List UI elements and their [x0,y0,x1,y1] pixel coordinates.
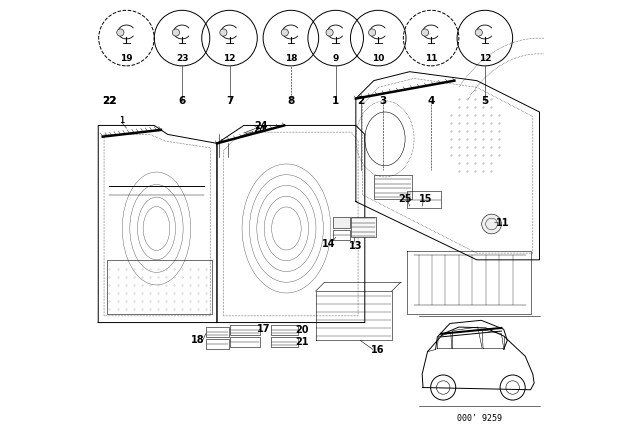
Text: 1: 1 [119,116,125,125]
Text: 24: 24 [254,121,268,131]
Bar [206,327,229,337]
Text: 14: 14 [322,239,336,249]
Text: 11: 11 [496,218,509,228]
Bar [351,217,376,237]
Text: 18: 18 [191,336,205,345]
Text: 15: 15 [419,194,433,204]
Text: 5: 5 [481,96,488,106]
Text: 3: 3 [379,96,387,106]
Text: 17: 17 [257,324,271,334]
Circle shape [421,29,429,36]
Text: 12: 12 [479,54,491,63]
Text: 7: 7 [226,96,233,106]
Text: 1: 1 [332,96,339,106]
Bar [271,337,298,347]
Text: 6: 6 [179,96,186,106]
Bar [230,337,260,347]
Text: 11: 11 [425,54,437,63]
Text: 000' 9259: 000' 9259 [456,414,502,423]
Bar [108,260,212,314]
Text: 2: 2 [358,96,365,106]
Bar [206,339,229,349]
Text: 16: 16 [371,345,384,355]
Text: 12: 12 [223,54,236,63]
Text: 10: 10 [372,54,385,63]
Text: 25: 25 [398,194,412,204]
Text: 22: 22 [102,96,116,106]
Circle shape [475,29,483,36]
Text: 23: 23 [176,54,188,63]
Bar [407,191,441,208]
Text: 18: 18 [285,54,297,63]
Bar [271,325,298,335]
Text: 8: 8 [287,96,294,106]
Text: 13: 13 [349,241,363,251]
Text: 20: 20 [295,325,309,335]
Circle shape [116,29,124,36]
Circle shape [482,214,502,234]
Text: 19: 19 [120,54,132,63]
Circle shape [281,29,289,36]
Circle shape [326,29,333,36]
Text: 9: 9 [333,54,339,63]
Text: 24: 24 [253,125,266,134]
Bar [333,217,351,228]
Text: 21: 21 [295,337,309,347]
Text: 4: 4 [428,96,435,106]
Bar [374,175,412,199]
Text: 22: 22 [102,96,116,106]
Bar [230,325,260,335]
Text: 1: 1 [119,116,125,125]
Circle shape [220,29,227,36]
Bar [333,230,351,240]
Circle shape [369,29,376,36]
Circle shape [172,29,179,36]
